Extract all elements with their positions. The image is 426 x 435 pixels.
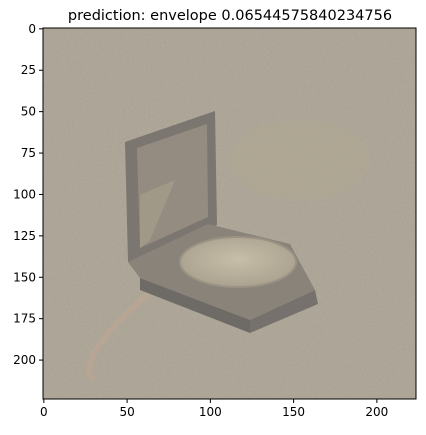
y-tick-label: 100 xyxy=(13,187,36,201)
y-tick-label: 200 xyxy=(13,353,36,367)
x-tick-label: 150 xyxy=(282,405,305,419)
y-tick-label: 25 xyxy=(21,63,36,77)
powder-pad-rim xyxy=(179,236,297,288)
y-tick-label: 150 xyxy=(13,270,36,284)
compact-base-side xyxy=(140,278,250,333)
y-tick-label: 50 xyxy=(21,105,36,119)
y-tick-label: 0 xyxy=(28,22,36,36)
x-tick-label: 100 xyxy=(199,405,222,419)
compact-base-front xyxy=(250,290,318,333)
compact-case xyxy=(125,111,318,333)
axes-frame xyxy=(42,27,417,400)
x-axis: 0 50 100 150 200 xyxy=(40,399,388,419)
y-tick-label: 175 xyxy=(13,312,36,326)
faint-blotch xyxy=(230,120,370,200)
chart-title: prediction: envelope 0.06544575840234756 xyxy=(68,8,392,24)
powder-pad xyxy=(180,237,296,287)
x-tick-label: 50 xyxy=(119,405,134,419)
y-axis: 0 25 50 75 100 125 150 175 200 xyxy=(13,22,43,367)
x-tick-label: 0 xyxy=(40,405,48,419)
mirror-reflection xyxy=(140,180,175,248)
y-tick-label: 125 xyxy=(13,229,36,243)
y-tick-label: 75 xyxy=(21,146,36,160)
image-area xyxy=(43,28,416,399)
x-tick-label: 200 xyxy=(365,405,388,419)
